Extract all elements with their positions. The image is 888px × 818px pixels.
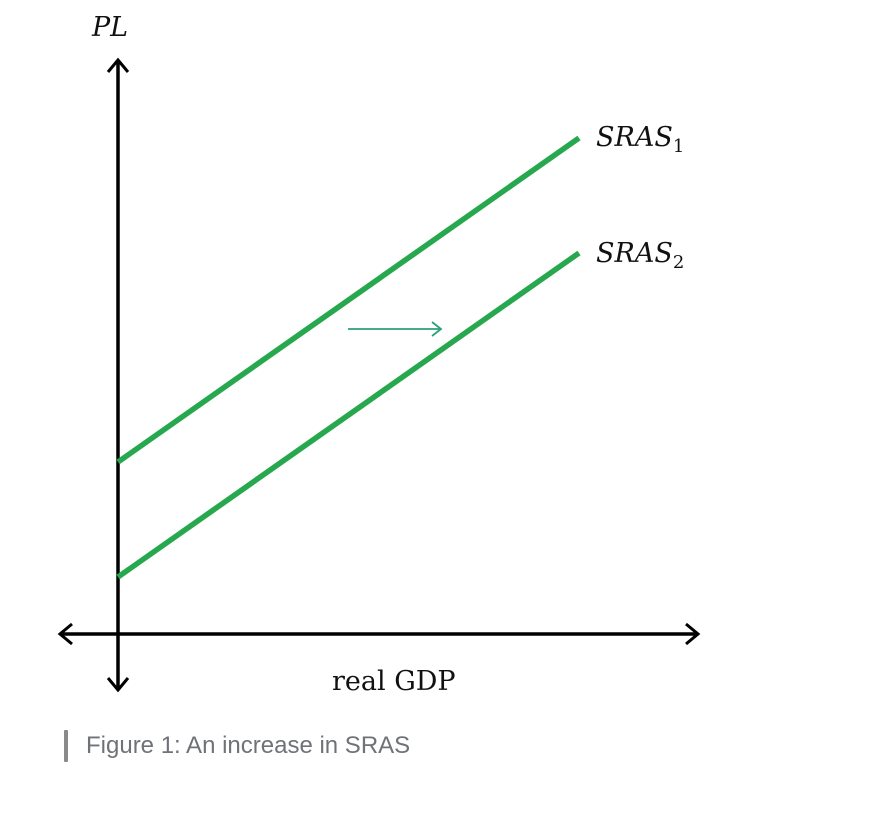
sras2-label: SRAS2 [596, 238, 684, 273]
sras-diagram: PL real GDP SRAS1 SRAS2 [57, 12, 701, 697]
x-axis-arrow-left [57, 622, 73, 646]
sras1-curve [116, 135, 581, 465]
axes [57, 57, 701, 693]
sras1-label: SRAS1 [596, 122, 684, 157]
caption-text: Figure 1: An increase in SRAS [86, 732, 411, 759]
sras2-curve [116, 250, 581, 580]
shift-arrow-head [431, 321, 443, 337]
sras2-label-subscript: 2 [673, 252, 684, 273]
caption-bar [64, 730, 68, 762]
sras1-label-main: SRAS [596, 122, 673, 153]
sras2-label-main: SRAS [596, 238, 673, 269]
y-axis-label: PL [91, 12, 128, 43]
sras1-label-subscript: 1 [673, 136, 684, 157]
figure-caption: Figure 1: An increase in SRAS [64, 730, 410, 762]
x-axis-label: real GDP [332, 666, 456, 697]
y-axis-arrow-bottom [106, 677, 130, 693]
y-axis-arrow-top [106, 57, 130, 73]
shift-arrow [348, 321, 443, 337]
x-axis-arrow-right [685, 622, 701, 646]
